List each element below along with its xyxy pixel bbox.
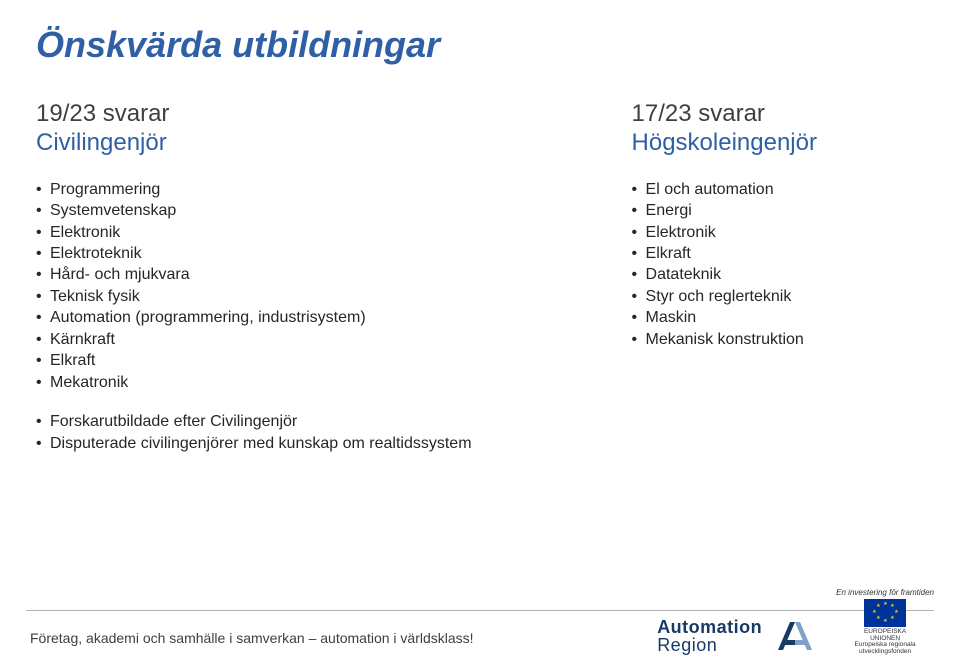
footer-text: Företag, akademi och samhälle i samverka… <box>0 630 474 646</box>
list-item: El och automation <box>632 180 817 200</box>
left-count: 19/23 svarar <box>36 100 472 129</box>
list-item: Disputerade civilingenjörer med kunskap … <box>36 434 472 454</box>
list-item: Energi <box>632 201 817 221</box>
left-bullet-list: Programmering Systemvetenskap Elektronik… <box>36 180 472 395</box>
list-item: Teknisk fysik <box>36 287 472 307</box>
list-item: Forskarutbildade efter Civilingenjör <box>36 412 472 432</box>
list-item: Elektronik <box>632 223 817 243</box>
list-item: Elektroteknik <box>36 244 472 264</box>
column-right: 17/23 svarar Högskoleingenjör El och aut… <box>632 100 817 455</box>
list-item: Styr och reglerteknik <box>632 287 817 307</box>
logo-a-icon <box>772 616 818 656</box>
eu-logo: En investering för framtiden ★ ★ ★ ★ ★ ★… <box>836 588 934 656</box>
list-item: Programmering <box>36 180 472 200</box>
left-role: Civilingenjör <box>36 129 472 158</box>
list-item: Elkraft <box>632 244 817 264</box>
list-item: Automation (programmering, industrisyste… <box>36 308 472 328</box>
list-item: Hård- och mjukvara <box>36 265 472 285</box>
list-item: Datateknik <box>632 265 817 285</box>
list-item: Mekanisk konstruktion <box>632 330 817 350</box>
column-heading-right: 17/23 svarar Högskoleingenjör <box>632 100 817 180</box>
automation-region-logo: Automation Region <box>657 616 818 656</box>
columns-container: 19/23 svarar Civilingenjör Programmering… <box>0 66 960 455</box>
logo-text: Automation Region <box>657 618 762 654</box>
eu-sub5: utvecklingsfonden <box>859 648 911 655</box>
list-item: Elkraft <box>36 351 472 371</box>
list-item: Systemvetenskap <box>36 201 472 221</box>
logo-line2: Region <box>657 636 762 654</box>
page-title: Önskvärda utbildningar <box>0 0 960 66</box>
list-item: Maskin <box>632 308 817 328</box>
column-heading-left: 19/23 svarar Civilingenjör <box>36 100 472 180</box>
eu-subtext: EUROPEISKA UNIONEN Europeiska regionala … <box>855 629 916 656</box>
footer-logos: Automation Region En investering för fra… <box>657 588 934 656</box>
logo-line1: Automation <box>657 618 762 636</box>
eu-flag-icon: ★ ★ ★ ★ ★ ★ ★ ★ <box>864 599 906 627</box>
left-secondary-list: Forskarutbildade efter Civilingenjör Dis… <box>36 412 472 455</box>
column-left: 19/23 svarar Civilingenjör Programmering… <box>36 100 472 455</box>
list-item: Mekatronik <box>36 373 472 393</box>
right-role: Högskoleingenjör <box>632 129 817 158</box>
right-bullet-list: El och automation Energi Elektronik Elkr… <box>632 180 817 352</box>
eu-caption: En investering för framtiden <box>836 588 934 597</box>
list-item: Kärnkraft <box>36 330 472 350</box>
footer: Företag, akademi och samhälle i samverka… <box>0 610 960 666</box>
list-item: Elektronik <box>36 223 472 243</box>
right-count: 17/23 svarar <box>632 100 817 129</box>
